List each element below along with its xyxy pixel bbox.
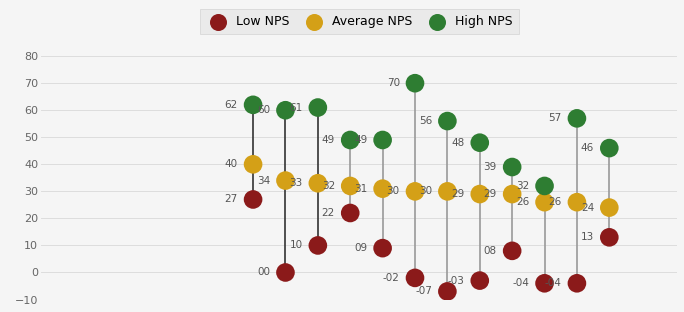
Text: 46: 46 bbox=[581, 143, 594, 153]
Text: 32: 32 bbox=[516, 181, 529, 191]
Text: 31: 31 bbox=[354, 184, 367, 194]
Point bbox=[377, 246, 388, 251]
Point bbox=[507, 192, 518, 197]
Point bbox=[410, 81, 421, 86]
Text: 49: 49 bbox=[321, 135, 335, 145]
Text: 62: 62 bbox=[224, 100, 238, 110]
Point bbox=[280, 178, 291, 183]
Text: 48: 48 bbox=[451, 138, 464, 148]
Point bbox=[539, 200, 550, 205]
Point bbox=[248, 162, 259, 167]
Text: 29: 29 bbox=[484, 189, 497, 199]
Text: 34: 34 bbox=[257, 176, 270, 186]
Point bbox=[604, 235, 615, 240]
Text: 09: 09 bbox=[354, 243, 367, 253]
Text: 40: 40 bbox=[224, 159, 238, 169]
Text: 39: 39 bbox=[484, 162, 497, 172]
Legend: Low NPS, Average NPS, High NPS: Low NPS, Average NPS, High NPS bbox=[200, 9, 518, 34]
Point bbox=[313, 105, 324, 110]
Point bbox=[345, 211, 356, 216]
Point bbox=[604, 146, 615, 151]
Point bbox=[474, 140, 485, 145]
Text: 57: 57 bbox=[549, 113, 562, 123]
Point bbox=[377, 138, 388, 143]
Text: -02: -02 bbox=[383, 273, 399, 283]
Point bbox=[539, 183, 550, 188]
Point bbox=[604, 205, 615, 210]
Text: 08: 08 bbox=[484, 246, 497, 256]
Point bbox=[539, 281, 550, 286]
Text: 13: 13 bbox=[581, 232, 594, 242]
Point bbox=[410, 189, 421, 194]
Text: -03: -03 bbox=[447, 275, 464, 285]
Point bbox=[280, 270, 291, 275]
Point bbox=[248, 197, 259, 202]
Point bbox=[507, 248, 518, 253]
Text: 24: 24 bbox=[581, 202, 594, 212]
Text: 26: 26 bbox=[549, 197, 562, 207]
Point bbox=[345, 138, 356, 143]
Point bbox=[571, 281, 582, 286]
Text: -07: -07 bbox=[415, 286, 432, 296]
Point bbox=[571, 200, 582, 205]
Text: 49: 49 bbox=[354, 135, 367, 145]
Point bbox=[248, 102, 259, 107]
Point bbox=[442, 289, 453, 294]
Text: 26: 26 bbox=[516, 197, 529, 207]
Text: 29: 29 bbox=[451, 189, 464, 199]
Text: 32: 32 bbox=[321, 181, 335, 191]
Point bbox=[442, 119, 453, 124]
Text: -04: -04 bbox=[512, 278, 529, 288]
Point bbox=[474, 278, 485, 283]
Point bbox=[313, 181, 324, 186]
Text: -04: -04 bbox=[544, 278, 562, 288]
Text: 60: 60 bbox=[257, 105, 270, 115]
Text: 10: 10 bbox=[289, 241, 302, 251]
Text: 30: 30 bbox=[419, 186, 432, 196]
Point bbox=[377, 186, 388, 191]
Point bbox=[410, 275, 421, 280]
Point bbox=[442, 189, 453, 194]
Point bbox=[313, 243, 324, 248]
Text: 70: 70 bbox=[386, 78, 399, 88]
Point bbox=[507, 164, 518, 169]
Text: 22: 22 bbox=[321, 208, 335, 218]
Text: 30: 30 bbox=[386, 186, 399, 196]
Text: 00: 00 bbox=[257, 267, 270, 277]
Text: 61: 61 bbox=[289, 103, 302, 113]
Point bbox=[474, 192, 485, 197]
Text: 27: 27 bbox=[224, 194, 238, 204]
Text: 33: 33 bbox=[289, 178, 302, 188]
Point bbox=[345, 183, 356, 188]
Point bbox=[280, 108, 291, 113]
Text: 56: 56 bbox=[419, 116, 432, 126]
Point bbox=[571, 116, 582, 121]
